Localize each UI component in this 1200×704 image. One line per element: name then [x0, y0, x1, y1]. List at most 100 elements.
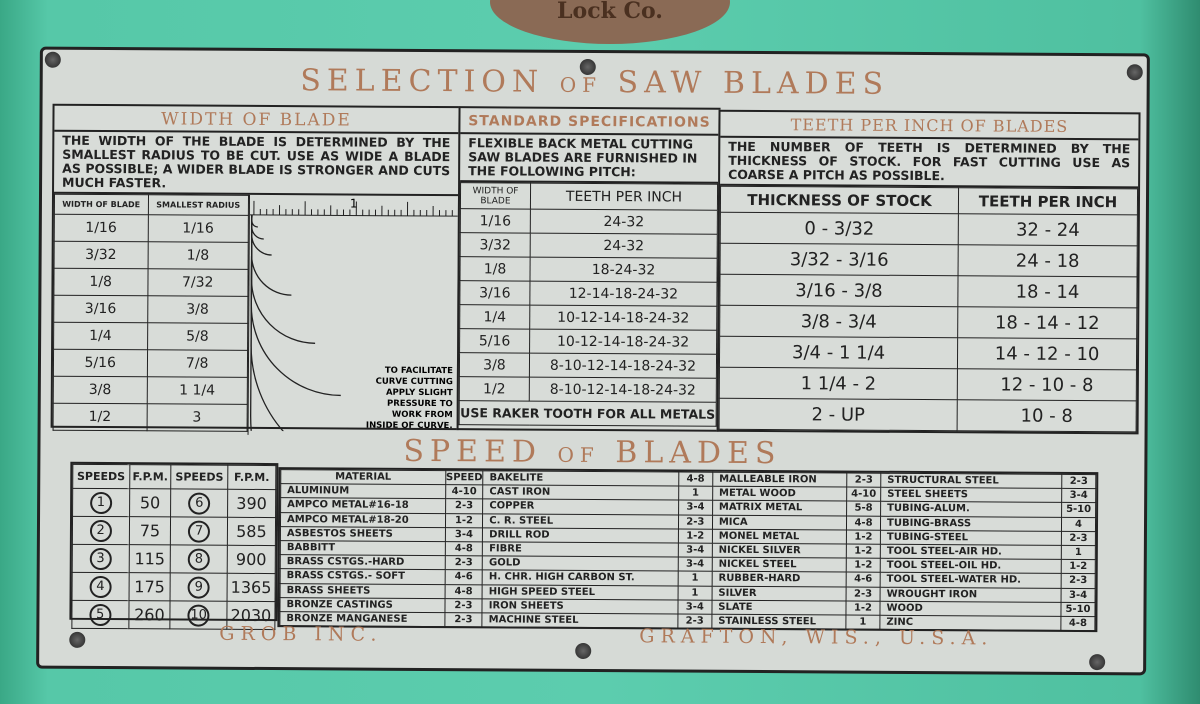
maker-location: GRAFTON, WIS., U.S.A.	[639, 625, 994, 650]
screw-icon	[69, 631, 86, 648]
material-name: TOOL STEEL-AIR HD.	[880, 544, 1062, 560]
section-text: FLEXIBLE BACK METAL CUTTING SAW BLADES A…	[460, 134, 719, 184]
material-name: TUBING-ALUM.	[880, 501, 1062, 517]
material-name: HIGH SPEED STEEL	[482, 584, 678, 600]
material-name: NICKEL STEEL	[712, 557, 847, 573]
blade-width: 1/16	[54, 214, 148, 242]
screw-icon	[575, 642, 592, 659]
title-saw-blades: SAW BLADES	[617, 65, 890, 102]
title-selection: SELECTION	[300, 63, 545, 100]
material-name: STEEL SHEETS	[880, 487, 1062, 503]
teeth-per-inch: 10-12-14-18-24-32	[529, 329, 717, 355]
radius-arc	[250, 214, 316, 344]
table-row: 3/16 - 3/8 18 - 14	[719, 274, 1138, 308]
table-row: 2 75 7 585	[72, 516, 276, 546]
table-row: 1/8 18-24-32	[459, 256, 718, 283]
fpm-value: 50	[129, 488, 172, 517]
speed-number: 2	[89, 519, 112, 543]
teeth-per-inch: 24-32	[530, 233, 718, 259]
teeth-per-inch: 14 - 12 - 10	[957, 337, 1137, 370]
section-heading: TEETH PER INCH OF BLADES	[720, 111, 1139, 141]
table-row: 3/8 - 3/4 18 - 14 - 12	[719, 305, 1137, 339]
material-speed: 4-6	[444, 569, 483, 585]
screw-icon	[1089, 654, 1106, 671]
table-row: 1/8 7/32	[53, 268, 249, 297]
fpm-value: 260	[128, 600, 171, 629]
material-name: IRON SHEETS	[482, 598, 678, 614]
material-speed: 2-3	[444, 598, 483, 613]
material-speed: 1-2	[445, 513, 483, 528]
column-header: SPEEDS	[171, 464, 228, 490]
teeth-per-inch-section: TEETH PER INCH OF BLADES THE NUMBER OF T…	[716, 109, 1141, 435]
speed-number: 3	[89, 547, 112, 571]
table-row: 3/8 1 1/4	[53, 376, 248, 405]
column-header: SMALLEST RADIUS	[147, 194, 249, 216]
material-speed: 4-8	[444, 584, 483, 599]
column-header: WIDTH OF BLADE	[460, 182, 531, 210]
material-name: COPPER	[482, 499, 679, 515]
table-row: 2 - UP 10 - 8	[719, 398, 1137, 432]
fpm-value: 115	[128, 544, 171, 573]
material-speed: 5-10	[1061, 502, 1096, 518]
column-header: TEETH PER INCH	[530, 183, 718, 211]
material-name: H. CHR. HIGH CARBON ST.	[482, 570, 679, 586]
column-header: WIDTH OF BLADE	[54, 194, 149, 215]
blade-width: 1/2	[459, 376, 530, 402]
table-row: 3/16 12-14-18-24-32	[459, 280, 717, 307]
smallest-radius: 7/8	[146, 349, 248, 378]
material-speed: 2-3	[1061, 531, 1096, 546]
radius-arc	[251, 214, 258, 228]
blade-width: 1/8	[53, 268, 148, 296]
table-row: 3/16 3/8	[53, 295, 248, 324]
material-speed: 1	[678, 486, 713, 501]
material-speed: 3-4	[445, 527, 483, 542]
teeth-per-inch: 8-10-12-14-18-24-32	[529, 377, 717, 403]
title-of: OF	[557, 442, 600, 468]
teeth-per-inch: 8-10-12-14-18-24-32	[529, 353, 717, 379]
material-speed: 2-3	[1061, 573, 1096, 589]
stock-thickness: 3/4 - 1 1/4	[719, 336, 958, 369]
smallest-radius: 1 1/4	[146, 376, 248, 405]
material-speed: 1-2	[846, 558, 881, 573]
column-header: TEETH PER INCH	[958, 187, 1138, 215]
material-name: DRILL ROD	[482, 527, 679, 543]
teeth-per-inch: 18-24-32	[529, 257, 718, 283]
table-row: 1 50 6 390	[72, 488, 276, 518]
material-name: BABBITT	[280, 540, 446, 556]
material-speed: 1-2	[846, 543, 881, 559]
stock-thickness: 2 - UP	[719, 398, 958, 431]
teeth-per-inch: 18 - 14 - 12	[957, 306, 1137, 339]
table-row: 1 1/4 - 2 12 - 10 - 8	[719, 367, 1137, 401]
section-heading: STANDARD SPECIFICATIONS	[460, 108, 719, 136]
blade-width: 3/32	[54, 241, 148, 269]
smallest-radius: 1/8	[147, 241, 249, 270]
speed-number: 10	[187, 604, 210, 627]
blade-width: 5/16	[53, 349, 148, 377]
radius-arc	[251, 214, 264, 240]
fpm-value: 175	[128, 572, 171, 601]
material-speed: 2-3	[1061, 474, 1096, 489]
material-name: GOLD	[482, 555, 679, 572]
material-name: ALUMINUM	[280, 483, 446, 499]
speeds-fpm-table-box: SPEEDS F.P.M. SPEEDS F.P.M. 1 50 6 390 2 75 7 585 3…	[69, 461, 279, 630]
material-speed: 2-3	[678, 514, 713, 529]
curve-cutting-note: TO FACILITATE CURVE CUTTING APPLY SLIGHT…	[365, 365, 453, 432]
smallest-radius: 3/8	[147, 295, 248, 324]
table-row: 1/16 24-32	[460, 208, 718, 235]
smallest-radius: 1/16	[147, 214, 249, 243]
saw-blade-plate: SELECTION OF SAW BLADES WIDTH OF BLADE T…	[36, 46, 1150, 676]
material-name: RUBBER-HARD	[711, 571, 847, 587]
material-speed: 1	[1061, 545, 1096, 560]
material-name: C. R. STEEL	[482, 513, 679, 529]
blade-width: 1/16	[460, 208, 531, 234]
plate-title: SELECTION OF SAW BLADES	[43, 62, 1147, 104]
material-name: METAL WOOD	[712, 486, 847, 502]
fpm-value: 75	[128, 516, 171, 545]
speeds-fpm-table: SPEEDS F.P.M. SPEEDS F.P.M. 1 50 6 390 2 75 7 585 3…	[71, 464, 276, 630]
blade-width: 1/4	[459, 304, 530, 330]
material-speed: 1-2	[846, 529, 881, 545]
table-row: 3/8 8-10-12-14-18-24-32	[459, 352, 717, 379]
column-header: SPEEDS	[72, 464, 130, 489]
smallest-radius: 5/8	[147, 322, 248, 351]
table-row: 3 115 8 900	[72, 544, 276, 574]
